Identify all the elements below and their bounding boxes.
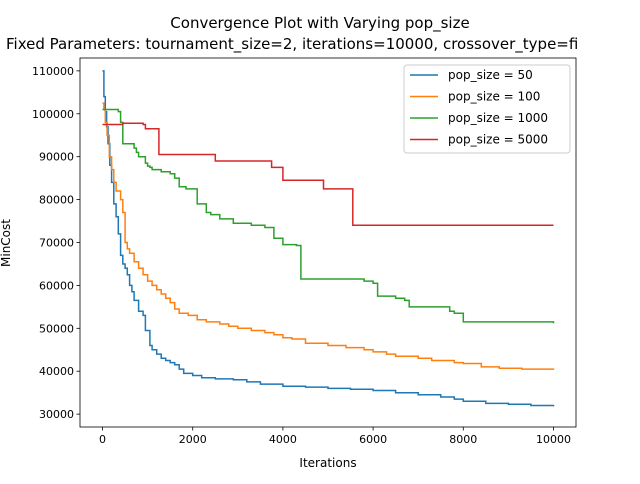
y-tick-label: 60000 [39, 279, 74, 292]
legend-label-2: pop_size = 1000 [448, 111, 548, 125]
x-tick-label: 6000 [359, 433, 387, 446]
y-tick-label: 50000 [39, 322, 74, 335]
chart-title: Convergence Plot with Varying pop_size [170, 14, 469, 33]
y-tick-label: 40000 [39, 365, 74, 378]
y-tick-label: 70000 [39, 237, 74, 250]
legend-label-3: pop_size = 5000 [448, 133, 548, 147]
y-tick-label: 30000 [39, 408, 74, 421]
y-tick-label: 90000 [39, 151, 74, 164]
series-line-1 [102, 102, 555, 370]
series-line-0 [102, 70, 555, 407]
y-tick-label: 100000 [32, 108, 74, 121]
x-tick-label: 2000 [179, 433, 207, 446]
y-tick-label: 110000 [32, 65, 74, 78]
x-tick-label: 8000 [449, 433, 477, 446]
x-tick-label: 10000 [536, 433, 571, 446]
y-axis-label: MinCost [0, 219, 13, 267]
y-tick-label: 80000 [39, 194, 74, 207]
x-axis-label: Iterations [299, 456, 356, 470]
x-tick-label: 0 [99, 433, 106, 446]
chart-subtitle: Fixed Parameters: tournament_size=2, ite… [6, 35, 578, 54]
legend-box [403, 64, 571, 154]
legend-label-0: pop_size = 50 [448, 68, 533, 82]
series-line-2 [102, 108, 555, 324]
legend: pop_size = 50 pop_size = 100 pop_size = 10… [403, 64, 571, 154]
legend-label-1: pop_size = 100 [448, 90, 540, 104]
x-tick-label: 4000 [269, 433, 297, 446]
series-line-3 [102, 122, 554, 227]
plot-area: 0 2000 4000 6000 8000 10000 30000 40000 50000 600… [32, 57, 577, 446]
